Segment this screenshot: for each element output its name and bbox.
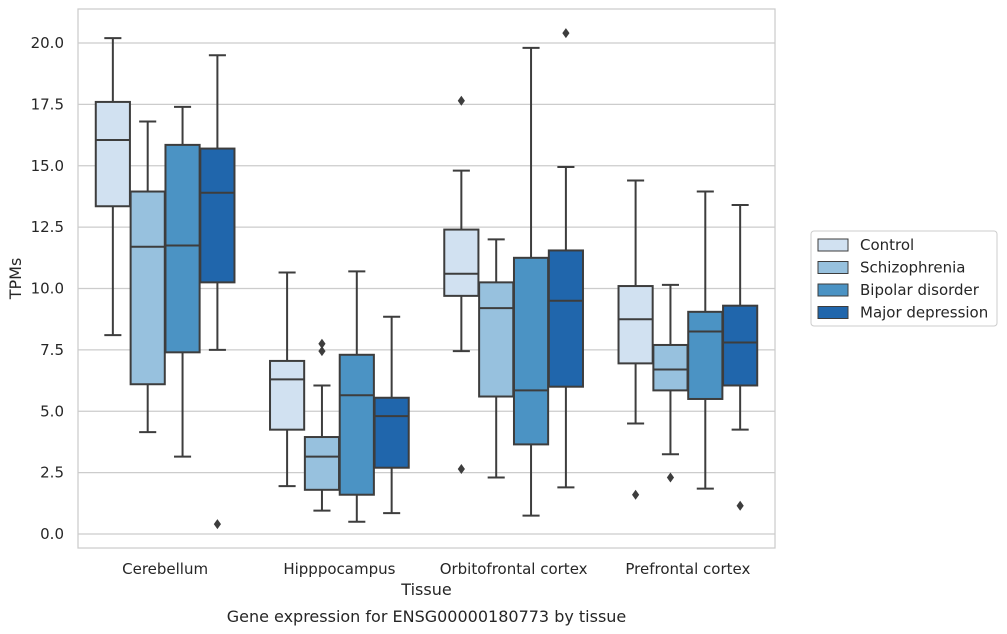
outlier-point — [318, 338, 326, 349]
box-iqr — [722, 304, 759, 387]
outlier-point — [318, 346, 326, 357]
y-tick-labels: 0.0 2.5 5.0 7.5 10.0 12.5 15.0 17.5 20.0 — [31, 34, 64, 543]
outlier-point — [213, 519, 221, 530]
outlier-point — [457, 95, 465, 106]
legend: Control Schizophrenia Bipolar disorder Majo… — [810, 230, 998, 327]
box-group — [129, 120, 166, 434]
x-axis-label: Tissue — [400, 580, 451, 599]
box-group — [547, 28, 584, 489]
box-group — [443, 95, 480, 474]
box-iqr — [303, 436, 341, 491]
box-plots — [94, 28, 759, 530]
legend-swatch — [817, 238, 849, 252]
box-group — [687, 190, 724, 490]
box-iqr — [547, 249, 584, 388]
box-group — [303, 338, 341, 512]
chart-caption: Gene expression for ENSG00000180773 by t… — [227, 607, 627, 626]
outlier-point — [562, 28, 570, 39]
legend-label: Major depression — [860, 304, 988, 322]
box-iqr — [443, 228, 480, 297]
y-tick-label: 10.0 — [31, 280, 64, 298]
legend-frame — [810, 230, 998, 327]
box-group — [338, 270, 375, 523]
box-iqr — [512, 256, 550, 446]
box-iqr — [199, 147, 236, 284]
box-iqr — [269, 359, 306, 431]
box-group — [478, 238, 515, 479]
outlier-point — [666, 472, 675, 483]
y-tick-label: 17.5 — [31, 95, 64, 113]
box-iqr — [373, 396, 410, 469]
box-group — [722, 204, 759, 511]
box-iqr — [617, 285, 654, 365]
legend-label: Schizophrenia — [860, 259, 965, 277]
outlier-point — [457, 463, 465, 474]
plot-frame — [77, 8, 776, 549]
y-tick-label: 15.0 — [31, 157, 64, 175]
legend-swatch — [817, 261, 849, 274]
x-tick-label: Hipppocampus — [283, 560, 395, 578]
box-group — [164, 105, 201, 458]
y-tick-label: 2.5 — [40, 464, 64, 482]
outlier-point — [736, 500, 744, 511]
box-group — [373, 315, 410, 515]
legend-label: Control — [860, 236, 914, 254]
box-iqr — [164, 143, 201, 354]
box-iqr — [687, 310, 724, 400]
y-tick-label: 5.0 — [40, 402, 64, 420]
legend-label: Bipolar disorder — [860, 281, 980, 299]
box-iqr — [338, 353, 375, 496]
x-tick-label: Prefrontal cortex — [625, 560, 750, 578]
box-iqr — [478, 281, 515, 398]
y-tick-label: 0.0 — [40, 525, 64, 543]
y-axis-label: TPMs — [6, 258, 25, 301]
y-tick-label: 7.5 — [40, 341, 64, 359]
box-group — [94, 37, 131, 337]
box-group — [199, 54, 236, 530]
x-tick-label: Orbitofrontal cortex — [440, 560, 588, 578]
box-iqr — [94, 100, 131, 208]
x-tick-labels: Cerebellum Hipppocampus Orbitofrontal cort… — [122, 560, 750, 578]
box-group — [617, 179, 654, 500]
legend-items: Control Schizophrenia Bipolar disorder Majo… — [817, 236, 988, 322]
y-tick-label: 20.0 — [31, 34, 64, 52]
box-group — [652, 283, 689, 483]
outlier-point — [632, 489, 640, 500]
x-tick-label: Cerebellum — [122, 560, 208, 578]
box-iqr — [129, 190, 166, 386]
box-group — [269, 271, 306, 488]
y-tick-label: 12.5 — [31, 218, 64, 236]
legend-swatch — [817, 283, 849, 297]
legend-swatch — [817, 306, 849, 319]
box-iqr — [652, 343, 689, 392]
